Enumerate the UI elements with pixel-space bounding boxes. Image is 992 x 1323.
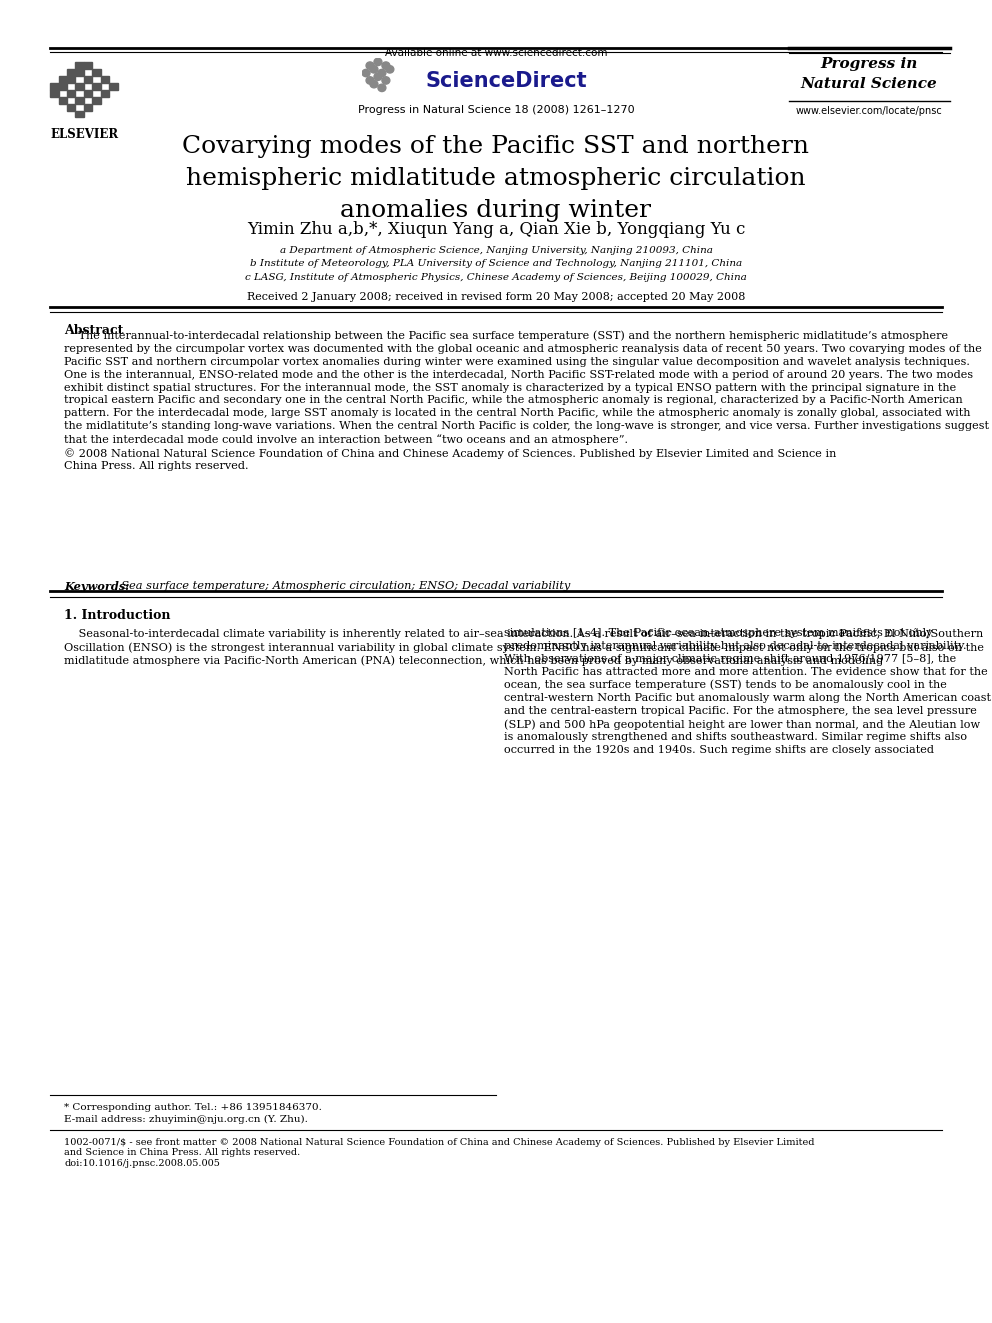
Text: ELSEVIER: ELSEVIER <box>51 128 118 142</box>
Bar <box>75 111 83 118</box>
Text: Covarying modes of the Pacific SST and northern
hemispheric midlatitude atmosphe: Covarying modes of the Pacific SST and n… <box>183 135 809 222</box>
Text: Received 2 January 2008; received in revised form 20 May 2008; accepted 20 May 2: Received 2 January 2008; received in rev… <box>247 292 745 303</box>
Bar <box>83 77 92 83</box>
Circle shape <box>366 77 374 85</box>
Text: Keywords:: Keywords: <box>64 581 130 591</box>
Text: www.elsevier.com/locate/pnsc: www.elsevier.com/locate/pnsc <box>796 106 942 116</box>
Text: c LASG, Institute of Atmospheric Physics, Chinese Academy of Sciences, Beijing 1: c LASG, Institute of Atmospheric Physics… <box>245 273 747 282</box>
Circle shape <box>370 81 378 87</box>
Text: Abstract: Abstract <box>64 324 124 337</box>
Text: ScienceDirect: ScienceDirect <box>426 71 586 91</box>
Circle shape <box>378 85 386 91</box>
Circle shape <box>362 69 370 77</box>
Bar <box>59 77 67 83</box>
Text: Available online at www.sciencedirect.com: Available online at www.sciencedirect.co… <box>385 48 607 58</box>
Text: 1. Introduction: 1. Introduction <box>64 609 171 622</box>
Text: doi:10.1016/j.pnsc.2008.05.005: doi:10.1016/j.pnsc.2008.05.005 <box>64 1159 220 1168</box>
Text: Sea surface temperature; Atmospheric circulation; ENSO; Decadal variability: Sea surface temperature; Atmospheric cir… <box>114 581 570 591</box>
Bar <box>101 90 109 97</box>
Text: 1002-0071/$ - see front matter © 2008 National Natural Science Foundation of Chi: 1002-0071/$ - see front matter © 2008 Na… <box>64 1138 815 1147</box>
Bar <box>83 103 92 111</box>
Text: * Corresponding author. Tel.: +86 13951846370.: * Corresponding author. Tel.: +86 139518… <box>64 1103 322 1113</box>
Text: simulations [1–4]. The Pacific ocean–atmosphere system manifests not only predom: simulations [1–4]. The Pacific ocean–atm… <box>504 628 991 755</box>
Text: Progress in Natural Science 18 (2008) 1261–1270: Progress in Natural Science 18 (2008) 12… <box>358 105 634 115</box>
Text: and Science in China Press. All rights reserved.: and Science in China Press. All rights r… <box>64 1148 301 1158</box>
Bar <box>59 97 67 103</box>
Bar <box>67 90 75 97</box>
Bar <box>67 77 75 83</box>
Text: a Department of Atmospheric Science, Nanjing University, Nanjing 210093, China: a Department of Atmospheric Science, Nan… <box>280 246 712 255</box>
Text: Yimin Zhu a,b,*, Xiuqun Yang a, Qian Xie b, Yongqiang Yu c: Yimin Zhu a,b,*, Xiuqun Yang a, Qian Xie… <box>247 221 745 238</box>
Bar <box>109 83 118 90</box>
Bar <box>75 69 83 77</box>
Bar <box>50 90 59 97</box>
Circle shape <box>382 62 390 69</box>
Circle shape <box>366 62 374 69</box>
Bar <box>92 69 101 77</box>
Bar <box>92 97 101 103</box>
Text: Progress in: Progress in <box>820 57 918 71</box>
Bar <box>101 77 109 83</box>
Text: E-mail address: zhuyimin@nju.org.cn (Y. Zhu).: E-mail address: zhuyimin@nju.org.cn (Y. … <box>64 1115 309 1125</box>
Circle shape <box>386 66 394 73</box>
Bar <box>83 90 92 97</box>
Circle shape <box>374 58 382 66</box>
Bar <box>75 62 83 69</box>
Circle shape <box>382 77 390 85</box>
Bar <box>59 83 67 90</box>
Bar <box>92 83 101 90</box>
Bar <box>50 83 59 90</box>
Bar <box>67 69 75 77</box>
Bar <box>67 103 75 111</box>
Bar <box>83 62 92 69</box>
Text: Natural Science: Natural Science <box>801 77 937 91</box>
Circle shape <box>378 69 386 77</box>
Text: Seasonal-to-interdecadal climate variability is inherently related to air–sea in: Seasonal-to-interdecadal climate variabi… <box>64 628 984 667</box>
Text: b Institute of Meteorology, PLA University of Science and Technology, Nanjing 21: b Institute of Meteorology, PLA Universi… <box>250 259 742 269</box>
Text: The interannual-to-interdecadal relationship between the Pacific sea surface tem: The interannual-to-interdecadal relation… <box>64 331 989 471</box>
Bar <box>75 97 83 103</box>
Bar <box>75 83 83 90</box>
Circle shape <box>370 66 378 73</box>
Circle shape <box>374 73 382 81</box>
